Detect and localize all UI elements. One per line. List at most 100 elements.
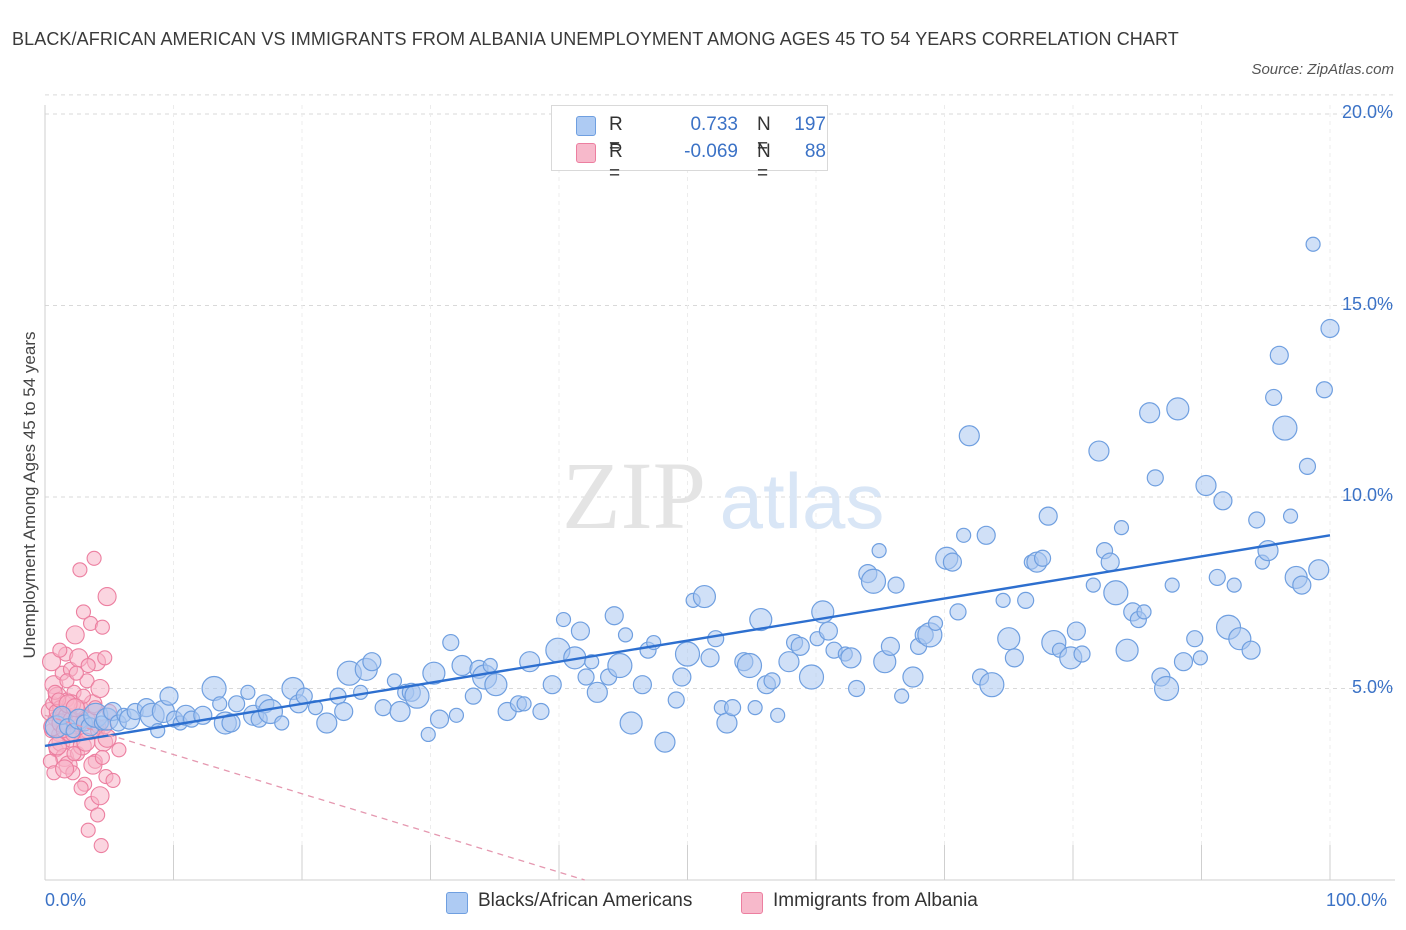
data-point-albania: [73, 780, 89, 796]
y-axis-label: Unemployment Among Ages 45 to 54 years: [20, 331, 39, 659]
data-point-black: [362, 652, 382, 672]
data-point-black: [422, 661, 446, 685]
data-point-black: [1298, 457, 1317, 475]
data-point-albania: [68, 665, 84, 681]
legend-swatch-pink: [741, 892, 763, 914]
data-point-black: [632, 675, 653, 695]
x-tick-min: 0.0%: [45, 890, 87, 910]
data-point-black: [880, 636, 900, 656]
data-point-black: [692, 584, 717, 609]
data-point-albania: [111, 742, 127, 758]
data-point-black: [1038, 506, 1058, 526]
data-point-black: [1017, 591, 1035, 610]
legend-n-label: N =: [757, 114, 771, 157]
data-point-black: [586, 681, 608, 703]
data-point-black: [584, 654, 600, 670]
data-point-albania: [52, 642, 68, 658]
data-point-black: [1292, 575, 1312, 595]
data-point-black: [763, 672, 781, 690]
data-point-albania: [97, 650, 113, 666]
data-point-albania: [66, 746, 82, 762]
data-point-albania: [80, 822, 96, 838]
data-point-black: [420, 726, 436, 743]
data-point-black: [429, 709, 450, 729]
data-point-black: [707, 630, 725, 648]
data-point-black: [221, 713, 241, 733]
data-point-black: [619, 711, 643, 735]
data-point-black: [1192, 650, 1208, 666]
data-point-black: [672, 667, 692, 687]
data-point-black: [570, 621, 591, 641]
data-point-black: [1213, 491, 1233, 511]
trend-line-black: [44, 534, 1331, 748]
legend-r-label: R =: [609, 141, 623, 184]
data-point-albania: [55, 759, 75, 779]
data-point-black: [1004, 648, 1024, 668]
data-point-black: [1226, 577, 1242, 593]
data-point-albania: [90, 807, 106, 823]
legend-r-value: 0.733: [690, 114, 738, 135]
data-point-black: [749, 607, 773, 632]
data-point-black: [1265, 388, 1283, 407]
data-point-black: [1085, 577, 1101, 593]
watermark: ZIP atlas: [562, 442, 884, 549]
data-point-black: [840, 647, 862, 669]
legend-r-label: R =: [609, 114, 623, 157]
data-point-black: [778, 651, 800, 673]
data-point-albania: [41, 652, 62, 672]
data-point-black: [240, 684, 256, 700]
data-point-black: [1166, 397, 1190, 421]
data-point-black: [542, 675, 562, 695]
data-point-black: [770, 707, 786, 723]
data-point-black: [1208, 568, 1226, 587]
data-point-black: [448, 707, 465, 723]
data-point-albania: [65, 625, 85, 645]
data-point-black: [386, 673, 403, 689]
data-point-black: [790, 636, 810, 656]
data-point-black: [1282, 508, 1299, 524]
data-point-albania: [105, 772, 121, 788]
data-point-black: [1241, 640, 1261, 660]
data-point-black: [1073, 645, 1091, 663]
data-point-black: [577, 668, 595, 686]
data-point-black: [1272, 415, 1298, 441]
data-point-black: [617, 627, 634, 643]
legend-swatch-blue: [576, 116, 596, 136]
data-point-black: [747, 700, 763, 716]
data-point-black: [927, 615, 944, 631]
data-point-black: [1115, 638, 1139, 662]
data-point-albania: [90, 786, 110, 806]
data-point-black: [389, 700, 411, 723]
data-point-black: [555, 611, 572, 628]
legend-n-value: 197: [794, 114, 826, 135]
data-point-black: [1195, 474, 1217, 497]
legend-label-albania: Immigrants from Albania: [773, 890, 978, 911]
legend-label-black: Blacks/African Americans: [478, 890, 693, 911]
y-tick-label: 20.0%: [1341, 102, 1393, 122]
data-point-black: [1320, 318, 1340, 339]
data-point-black: [464, 687, 482, 705]
watermark-zip: ZIP: [562, 442, 706, 549]
data-point-black: [1153, 675, 1180, 702]
stats-legend: R = 0.733 N = 197 R = -0.069 N = 88: [551, 105, 828, 184]
data-point-black: [1136, 604, 1152, 620]
data-point-albania: [97, 587, 117, 607]
data-point-black: [979, 672, 1005, 698]
data-point-black: [723, 699, 742, 717]
data-point-black: [532, 702, 550, 721]
data-point-black: [871, 543, 887, 559]
data-point-black: [997, 627, 1021, 651]
data-point-black: [1088, 440, 1110, 462]
data-point-black: [860, 568, 887, 594]
data-point-black: [1100, 552, 1120, 572]
data-point-black: [442, 633, 460, 652]
data-point-albania: [72, 562, 88, 578]
data-point-albania: [75, 604, 92, 620]
data-point-albania: [94, 749, 110, 765]
data-point-black: [404, 683, 430, 709]
data-point-black: [818, 621, 838, 641]
trend-lines: [44, 534, 1331, 881]
data-point-black: [374, 699, 392, 717]
data-point-black: [1173, 652, 1194, 672]
